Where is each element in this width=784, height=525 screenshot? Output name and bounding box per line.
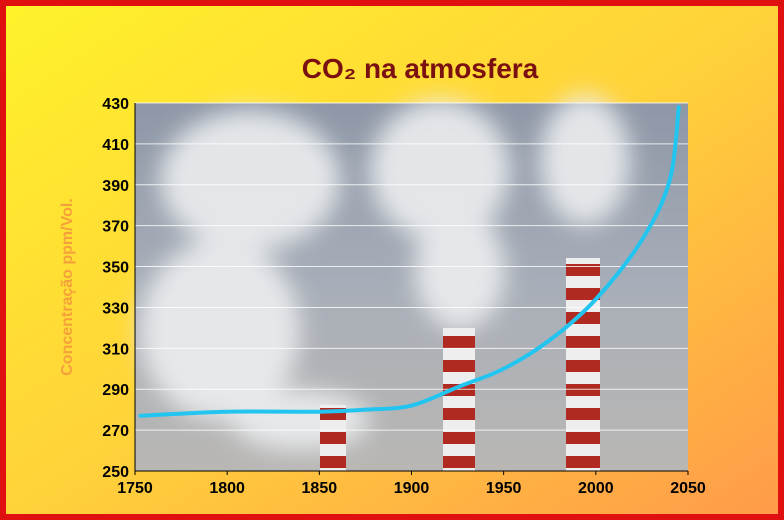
y-tick-label: 350 [102, 260, 129, 277]
x-tick-label: 2050 [670, 480, 706, 497]
y-tick-label: 410 [102, 137, 129, 154]
y-tick-label: 290 [102, 382, 129, 399]
y-axis-label: Concentração ppm/Vol. [59, 198, 76, 376]
y-tick-label: 330 [102, 300, 129, 317]
y-tick-label: 390 [102, 178, 129, 195]
x-tick-label: 1750 [117, 480, 153, 497]
y-tick-label: 430 [102, 96, 129, 113]
y-tick-label: 250 [102, 464, 129, 481]
y-tick-label: 370 [102, 219, 129, 236]
y-tick-label: 310 [102, 341, 129, 358]
chart-title: CO₂ na atmosfera [302, 53, 539, 84]
y-tick-label: 270 [102, 423, 129, 440]
chart: CO₂ na atmosfera Concentração ppm/Vol. 2… [0, 0, 784, 520]
x-tick-label: 1900 [394, 480, 430, 497]
x-tick-label: 1950 [486, 480, 522, 497]
background-photo [135, 95, 688, 471]
x-tick-label: 1850 [302, 480, 338, 497]
x-tick-label: 1800 [209, 480, 245, 497]
x-tick-label: 2000 [578, 480, 614, 497]
